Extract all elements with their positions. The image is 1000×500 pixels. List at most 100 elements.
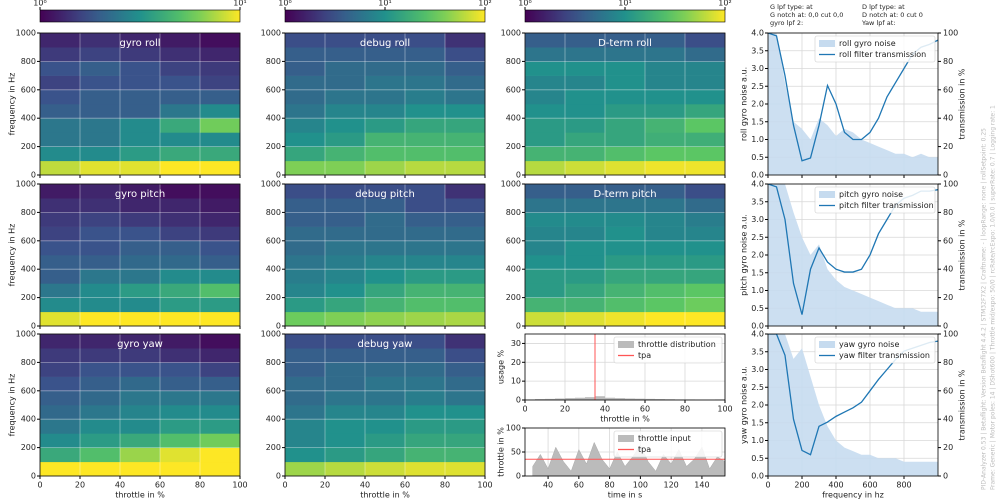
heat-cell (365, 47, 406, 62)
y2-axis-label: transmission in % (958, 219, 967, 290)
heat-cell (565, 184, 606, 199)
heat-cell (685, 212, 726, 227)
x-tick-label: 0 (282, 481, 287, 490)
x-tick-label: 600 (862, 481, 877, 490)
heat-cell (120, 132, 161, 147)
y-tick-label: 800 (266, 358, 281, 367)
heat-cell (405, 255, 446, 270)
heat-cell (445, 226, 486, 242)
x-axis-label: throttle in % (360, 491, 410, 500)
heat-cell (80, 405, 121, 420)
heat-cell (565, 89, 606, 105)
x-tick-label: 0 (765, 481, 770, 490)
heat-cell (40, 75, 81, 91)
y2-tick-label: 80 (943, 208, 953, 217)
heat-cell (525, 198, 566, 213)
heat-cell (120, 362, 161, 377)
heat-cell (160, 433, 201, 448)
x-tick-label: 40 (360, 481, 370, 490)
heat-cell (285, 390, 326, 406)
legend-label: tpa (638, 351, 651, 360)
heat-cell (80, 89, 121, 105)
heat-cell (120, 240, 161, 256)
heat-cell (365, 376, 406, 392)
heat-cell (525, 89, 566, 105)
heat-cell (285, 297, 326, 313)
heat-cell (40, 240, 81, 256)
heat-cell (405, 348, 446, 363)
hist-bar (585, 397, 595, 400)
heat-cell (685, 240, 726, 256)
heat-cell (200, 283, 241, 298)
y2-tick-label: 40 (943, 415, 953, 424)
y2-tick-label: 100 (943, 180, 958, 189)
heat-cell (40, 311, 81, 327)
heat-cell (445, 334, 486, 349)
plot-frame (524, 427, 726, 477)
y-tick-label: 2.0 (751, 251, 764, 260)
heat-cell (405, 33, 446, 48)
heat-cell (365, 212, 406, 227)
heat-cell (40, 376, 81, 392)
heat-cell (645, 104, 686, 119)
x-tick-label: 140 (694, 481, 709, 490)
y-tick-label: 600 (266, 85, 281, 94)
plot-frame (767, 333, 939, 477)
filter-info-line: G notch at: 0,0 cut 0,0 (770, 11, 843, 19)
heat-cell (285, 240, 326, 256)
panel-title: debug roll (360, 38, 410, 49)
heat-cell (405, 311, 446, 327)
heat-cell (325, 75, 366, 91)
heat-cell (325, 255, 366, 270)
heat-cell (200, 240, 241, 256)
y-tick-label: 1.0 (751, 286, 764, 295)
heat-cell (80, 75, 121, 91)
heat-cell (605, 198, 646, 213)
panel: 0 20 40 60 80 100 0 10 20 30 throttle in % usage % t… (497, 333, 733, 424)
heat-cell (405, 226, 446, 242)
heat-cell (200, 297, 241, 313)
y-tick-label: 0 (31, 171, 36, 180)
heat-cell (405, 362, 446, 377)
heat-cell (685, 47, 726, 62)
heat-cell (80, 146, 121, 162)
heat-cell (365, 198, 406, 213)
heat-cell (685, 104, 726, 119)
colorbar-tick-label: 10⁰ (518, 0, 531, 8)
x-tick-label: 200 (794, 481, 809, 490)
heat-cell (685, 198, 726, 213)
y-tick-label: 0 (276, 171, 281, 180)
heat-cell (120, 61, 161, 76)
heat-cell (565, 255, 606, 270)
colorbar (284, 9, 486, 23)
heat-cell (120, 47, 161, 62)
x-axis-label: time in s (608, 491, 643, 500)
y-tick-label: 1000 (16, 180, 36, 189)
heat-cell (445, 47, 486, 62)
heat-cell (525, 33, 566, 48)
heat-cell (445, 240, 486, 256)
heat-cell (120, 297, 161, 313)
heat-cell (605, 311, 646, 327)
filter-info-line: D lpf type: at (862, 3, 905, 11)
heat-cell (160, 75, 201, 91)
legend-swatch (819, 40, 835, 47)
heat-cell (120, 226, 161, 242)
heat-cell (445, 297, 486, 313)
heat-cell (405, 376, 446, 392)
heat-cell (325, 184, 366, 199)
y-tick-label: 0 (276, 472, 281, 481)
plot-frame (524, 333, 726, 401)
heat-cell (405, 75, 446, 91)
heat-cell (120, 405, 161, 420)
heat-cell (565, 132, 606, 147)
heat-cell (525, 212, 566, 227)
heat-cell (200, 33, 241, 48)
heat-cell (605, 75, 646, 91)
heat-cell (365, 184, 406, 199)
heat-cell (200, 160, 241, 176)
heat-cell (325, 104, 366, 119)
y2-tick-label: 0 (943, 472, 948, 481)
plot-frame (284, 333, 486, 477)
x-tick-label: 80 (195, 481, 205, 490)
